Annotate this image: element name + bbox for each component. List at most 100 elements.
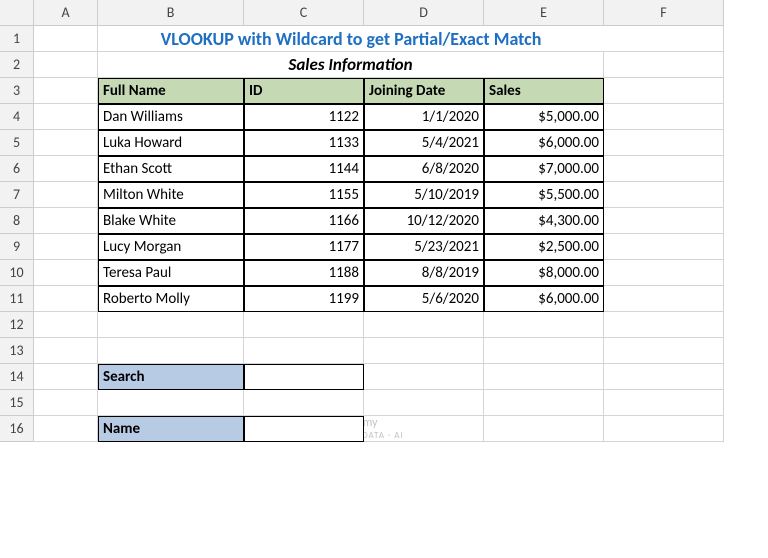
- table-row-3-col-2[interactable]: 5/10/2019: [364, 182, 484, 208]
- row-header-6[interactable]: 6: [0, 156, 34, 182]
- cell-D15[interactable]: [364, 390, 484, 416]
- cell-A3[interactable]: [34, 78, 98, 104]
- search-input[interactable]: [244, 364, 364, 390]
- row-header-5[interactable]: 5: [0, 130, 34, 156]
- row-header-15[interactable]: 15: [0, 390, 34, 416]
- cell-F14[interactable]: [604, 364, 724, 390]
- cell-E13[interactable]: [484, 338, 604, 364]
- col-header-C[interactable]: C: [244, 0, 364, 26]
- cell-F10[interactable]: [604, 260, 724, 286]
- row-header-16[interactable]: 16: [0, 416, 34, 442]
- cell-A16[interactable]: [34, 416, 98, 442]
- row-header-1[interactable]: 1: [0, 26, 34, 52]
- cell-A5[interactable]: [34, 130, 98, 156]
- cell-D14[interactable]: [364, 364, 484, 390]
- table-row-7-col-0[interactable]: Roberto Molly: [98, 286, 244, 312]
- cell-A15[interactable]: [34, 390, 98, 416]
- cell-F3[interactable]: [604, 78, 724, 104]
- table-row-7-col-3[interactable]: $6,000.00: [484, 286, 604, 312]
- cell-B15[interactable]: [98, 390, 244, 416]
- table-row-2-col-2[interactable]: 6/8/2020: [364, 156, 484, 182]
- cell-A8[interactable]: [34, 208, 98, 234]
- cell-F5[interactable]: [604, 130, 724, 156]
- row-header-4[interactable]: 4: [0, 104, 34, 130]
- table-row-5-col-0[interactable]: Lucy Morgan: [98, 234, 244, 260]
- cell-B13[interactable]: [98, 338, 244, 364]
- cell-F13[interactable]: [604, 338, 724, 364]
- cell-D13[interactable]: [364, 338, 484, 364]
- table-row-0-col-2[interactable]: 1/1/2020: [364, 104, 484, 130]
- table-row-4-col-2[interactable]: 10/12/2020: [364, 208, 484, 234]
- row-header-10[interactable]: 10: [0, 260, 34, 286]
- select-all-corner[interactable]: [0, 0, 34, 26]
- table-row-5-col-1[interactable]: 1177: [244, 234, 364, 260]
- cell-C13[interactable]: [244, 338, 364, 364]
- col-header-E[interactable]: E: [484, 0, 604, 26]
- table-row-4-col-0[interactable]: Blake White: [98, 208, 244, 234]
- cell-F4[interactable]: [604, 104, 724, 130]
- table-row-6-col-1[interactable]: 1188: [244, 260, 364, 286]
- table-row-0-col-0[interactable]: Dan Williams: [98, 104, 244, 130]
- cell-F8[interactable]: [604, 208, 724, 234]
- row-header-12[interactable]: 12: [0, 312, 34, 338]
- table-row-4-col-3[interactable]: $4,300.00: [484, 208, 604, 234]
- table-row-0-col-1[interactable]: 1122: [244, 104, 364, 130]
- cell-F1[interactable]: [604, 26, 724, 52]
- cell-A7[interactable]: [34, 182, 98, 208]
- cell-F6[interactable]: [604, 156, 724, 182]
- cell-A1[interactable]: [34, 26, 98, 52]
- row-header-3[interactable]: 3: [0, 78, 34, 104]
- table-row-3-col-3[interactable]: $5,500.00: [484, 182, 604, 208]
- table-row-7-col-1[interactable]: 1199: [244, 286, 364, 312]
- cell-E14[interactable]: [484, 364, 604, 390]
- col-header-B[interactable]: B: [98, 0, 244, 26]
- cell-F11[interactable]: [604, 286, 724, 312]
- cell-B12[interactable]: [98, 312, 244, 338]
- col-header-F[interactable]: F: [604, 0, 724, 26]
- name-output[interactable]: [244, 416, 364, 442]
- cell-C12[interactable]: [244, 312, 364, 338]
- row-header-13[interactable]: 13: [0, 338, 34, 364]
- cell-E16[interactable]: [484, 416, 604, 442]
- table-row-3-col-0[interactable]: Milton White: [98, 182, 244, 208]
- cell-F2[interactable]: [604, 52, 724, 78]
- cell-A14[interactable]: [34, 364, 98, 390]
- table-row-7-col-2[interactable]: 5/6/2020: [364, 286, 484, 312]
- table-row-1-col-2[interactable]: 5/4/2021: [364, 130, 484, 156]
- table-row-2-col-0[interactable]: Ethan Scott: [98, 156, 244, 182]
- col-header-D[interactable]: D: [364, 0, 484, 26]
- cell-A9[interactable]: [34, 234, 98, 260]
- row-header-9[interactable]: 9: [0, 234, 34, 260]
- cell-A2[interactable]: [34, 52, 98, 78]
- row-header-11[interactable]: 11: [0, 286, 34, 312]
- row-header-2[interactable]: 2: [0, 52, 34, 78]
- cell-F16[interactable]: [604, 416, 724, 442]
- cell-C15[interactable]: [244, 390, 364, 416]
- table-row-0-col-3[interactable]: $5,000.00: [484, 104, 604, 130]
- cell-A12[interactable]: [34, 312, 98, 338]
- table-row-1-col-1[interactable]: 1133: [244, 130, 364, 156]
- row-header-14[interactable]: 14: [0, 364, 34, 390]
- table-row-4-col-1[interactable]: 1166: [244, 208, 364, 234]
- row-header-7[interactable]: 7: [0, 182, 34, 208]
- cell-F15[interactable]: [604, 390, 724, 416]
- table-row-2-col-1[interactable]: 1144: [244, 156, 364, 182]
- cell-A6[interactable]: [34, 156, 98, 182]
- table-row-6-col-3[interactable]: $8,000.00: [484, 260, 604, 286]
- table-row-5-col-3[interactable]: $2,500.00: [484, 234, 604, 260]
- cell-F9[interactable]: [604, 234, 724, 260]
- table-row-2-col-3[interactable]: $7,000.00: [484, 156, 604, 182]
- cell-A10[interactable]: [34, 260, 98, 286]
- table-row-6-col-2[interactable]: 8/8/2019: [364, 260, 484, 286]
- cell-A13[interactable]: [34, 338, 98, 364]
- cell-E15[interactable]: [484, 390, 604, 416]
- table-row-1-col-0[interactable]: Luka Howard: [98, 130, 244, 156]
- cell-F12[interactable]: [604, 312, 724, 338]
- col-header-A[interactable]: A: [34, 0, 98, 26]
- cell-E12[interactable]: [484, 312, 604, 338]
- cell-D16[interactable]: [364, 416, 484, 442]
- cell-D12[interactable]: [364, 312, 484, 338]
- row-header-8[interactable]: 8: [0, 208, 34, 234]
- table-row-1-col-3[interactable]: $6,000.00: [484, 130, 604, 156]
- cell-A11[interactable]: [34, 286, 98, 312]
